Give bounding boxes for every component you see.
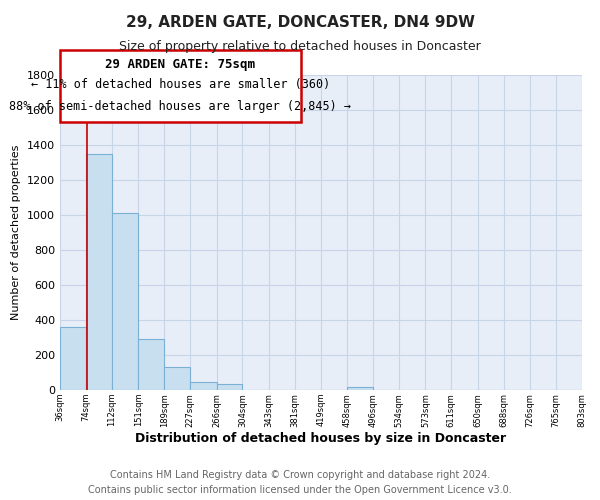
Text: Contains HM Land Registry data © Crown copyright and database right 2024.
Contai: Contains HM Land Registry data © Crown c… [88, 470, 512, 495]
Bar [112, 213, 138, 390]
Bar [60, 50, 301, 122]
Bar [60, 327, 86, 390]
Text: 29, ARDEN GATE, DONCASTER, DN4 9DW: 29, ARDEN GATE, DONCASTER, DN4 9DW [125, 15, 475, 30]
Y-axis label: Number of detached properties: Number of detached properties [11, 145, 22, 320]
Bar [190, 382, 217, 390]
Bar [86, 154, 112, 390]
Text: 29 ARDEN GATE: 75sqm: 29 ARDEN GATE: 75sqm [106, 58, 256, 71]
Bar [217, 384, 242, 390]
Bar [164, 367, 190, 390]
Bar [138, 339, 164, 390]
Text: Size of property relative to detached houses in Doncaster: Size of property relative to detached ho… [119, 40, 481, 53]
Text: ← 11% of detached houses are smaller (360): ← 11% of detached houses are smaller (36… [31, 78, 330, 91]
Bar [347, 386, 373, 390]
Text: 88% of semi-detached houses are larger (2,845) →: 88% of semi-detached houses are larger (… [10, 100, 352, 113]
X-axis label: Distribution of detached houses by size in Doncaster: Distribution of detached houses by size … [136, 432, 506, 446]
